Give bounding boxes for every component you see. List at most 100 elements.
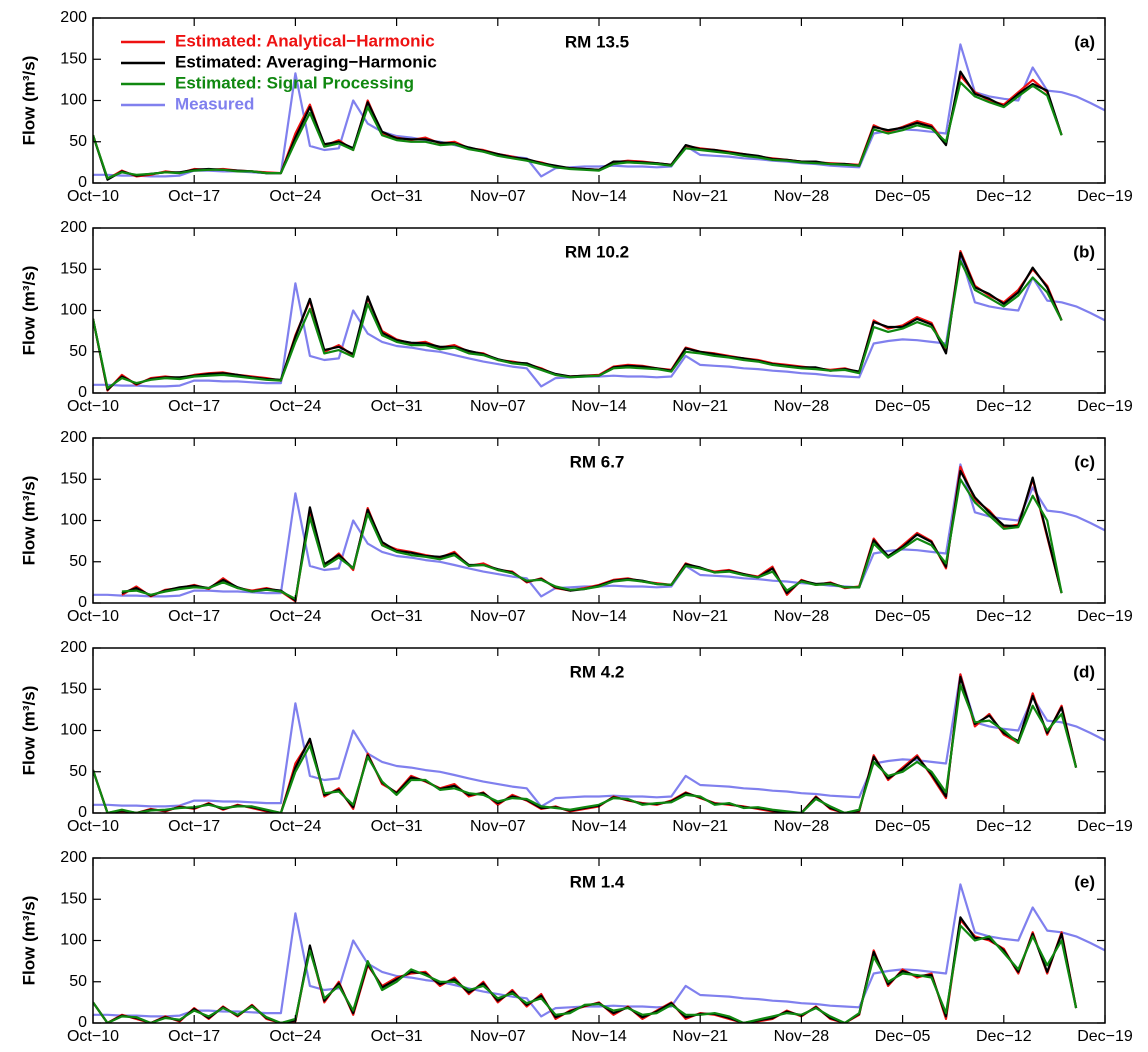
- y-tick-label: 0: [78, 174, 87, 191]
- x-tick-label: Dec−19: [1077, 608, 1133, 625]
- x-tick-label: Dec−05: [875, 188, 931, 205]
- x-tick-label: Oct−31: [371, 818, 423, 835]
- y-tick-label: 200: [60, 639, 87, 656]
- y-tick-label: 150: [60, 890, 87, 907]
- x-tick-label: Oct−17: [168, 188, 220, 205]
- x-tick-label: Nov−28: [774, 608, 830, 625]
- x-tick-label: Dec−12: [976, 398, 1032, 415]
- x-tick-label: Nov−28: [774, 188, 830, 205]
- x-tick-label: Nov−07: [470, 1028, 526, 1045]
- x-tick-label: Oct−10: [67, 398, 119, 415]
- y-tick-label: 150: [60, 50, 87, 67]
- plot-area: [93, 883, 1105, 1023]
- y-tick-label: 100: [60, 722, 87, 739]
- panel-label: (b): [1073, 242, 1095, 261]
- y-tick-label: 0: [78, 1014, 87, 1031]
- flow-line: [121, 478, 1063, 600]
- panel-label: (d): [1073, 662, 1095, 681]
- y-tick-label: 150: [60, 680, 87, 697]
- y-tick-label: 0: [78, 384, 87, 401]
- y-tick-label: 200: [60, 849, 87, 866]
- panel-title: RM 1.4: [570, 872, 625, 891]
- y-tick-label: 50: [69, 133, 87, 150]
- y-tick-label: 0: [78, 594, 87, 611]
- flow-line: [93, 259, 1063, 390]
- x-tick-label: Nov−07: [470, 398, 526, 415]
- x-tick-label: Nov−21: [672, 818, 728, 835]
- x-tick-label: Nov−14: [571, 188, 627, 205]
- x-tick-label: Oct−24: [269, 398, 321, 415]
- x-tick-label: Oct−24: [269, 818, 321, 835]
- x-tick-label: Dec−19: [1077, 818, 1133, 835]
- legend-label: Estimated: Signal Processing: [175, 73, 414, 92]
- panel-label: (e): [1074, 872, 1095, 891]
- x-tick-label: Dec−19: [1077, 398, 1133, 415]
- x-tick-label: Oct−17: [168, 818, 220, 835]
- y-tick-label: 50: [69, 553, 87, 570]
- y-tick-label: 200: [60, 9, 87, 26]
- x-tick-label: Oct−17: [168, 1028, 220, 1045]
- x-tick-label: Nov−14: [571, 608, 627, 625]
- x-tick-label: Nov−21: [672, 188, 728, 205]
- x-tick-label: Oct−31: [371, 608, 423, 625]
- y-axis-label: Flow (m³/s): [19, 896, 38, 986]
- x-tick-label: Dec−19: [1077, 188, 1133, 205]
- x-tick-label: Nov−28: [774, 398, 830, 415]
- x-tick-label: Oct−31: [371, 1028, 423, 1045]
- y-tick-label: 150: [60, 470, 87, 487]
- x-tick-label: Dec−12: [976, 608, 1032, 625]
- y-tick-label: 50: [69, 973, 87, 990]
- x-tick-label: Nov−14: [571, 398, 627, 415]
- y-tick-label: 50: [69, 763, 87, 780]
- x-tick-label: Dec−05: [875, 608, 931, 625]
- x-tick-label: Dec−12: [976, 818, 1032, 835]
- x-tick-label: Oct−17: [168, 398, 220, 415]
- panel-label: (a): [1074, 32, 1095, 51]
- flow-line: [121, 469, 1063, 602]
- flow-line: [93, 250, 1063, 392]
- x-tick-label: Nov−07: [470, 818, 526, 835]
- x-tick-label: Oct−10: [67, 818, 119, 835]
- legend-label: Estimated: Analytical−Harmonic: [175, 31, 435, 50]
- y-tick-label: 200: [60, 219, 87, 236]
- panel-label: (c): [1074, 452, 1095, 471]
- y-tick-label: 200: [60, 429, 87, 446]
- x-tick-label: Oct−31: [371, 188, 423, 205]
- y-tick-label: 50: [69, 343, 87, 360]
- x-tick-label: Dec−12: [976, 188, 1032, 205]
- flow-line: [93, 883, 1105, 1018]
- y-tick-label: 150: [60, 260, 87, 277]
- flow-line: [93, 673, 1078, 813]
- flow-line: [93, 253, 1105, 388]
- x-tick-label: Dec−05: [875, 1028, 931, 1045]
- panel-title: RM 10.2: [565, 242, 629, 261]
- x-tick-label: Oct−24: [269, 608, 321, 625]
- flow-line: [93, 463, 1105, 598]
- panel-title: RM 13.5: [565, 32, 629, 51]
- y-axis-label: Flow (m³/s): [19, 476, 38, 566]
- y-tick-label: 100: [60, 92, 87, 109]
- x-tick-label: Nov−28: [774, 818, 830, 835]
- x-tick-label: Dec−05: [875, 818, 931, 835]
- plot-area: [93, 673, 1105, 813]
- flow-line: [93, 673, 1105, 808]
- x-tick-label: Oct−10: [67, 1028, 119, 1045]
- panel-title: RM 4.2: [570, 662, 625, 681]
- x-tick-label: Dec−19: [1077, 1028, 1133, 1045]
- x-tick-label: Nov−14: [571, 818, 627, 835]
- x-tick-label: Nov−28: [774, 1028, 830, 1045]
- x-tick-label: Nov−07: [470, 608, 526, 625]
- flow-line: [93, 675, 1078, 813]
- y-tick-label: 100: [60, 512, 87, 529]
- y-axis-label: Flow (m³/s): [19, 266, 38, 356]
- flow-line: [93, 924, 1078, 1023]
- x-tick-label: Nov−07: [470, 188, 526, 205]
- x-tick-label: Oct−24: [269, 1028, 321, 1045]
- x-tick-label: Oct−17: [168, 608, 220, 625]
- y-tick-label: 100: [60, 302, 87, 319]
- flow-line: [93, 684, 1078, 813]
- legend-label: Measured: [175, 94, 254, 113]
- plot-area: [93, 250, 1105, 392]
- panel-title: RM 6.7: [570, 452, 625, 471]
